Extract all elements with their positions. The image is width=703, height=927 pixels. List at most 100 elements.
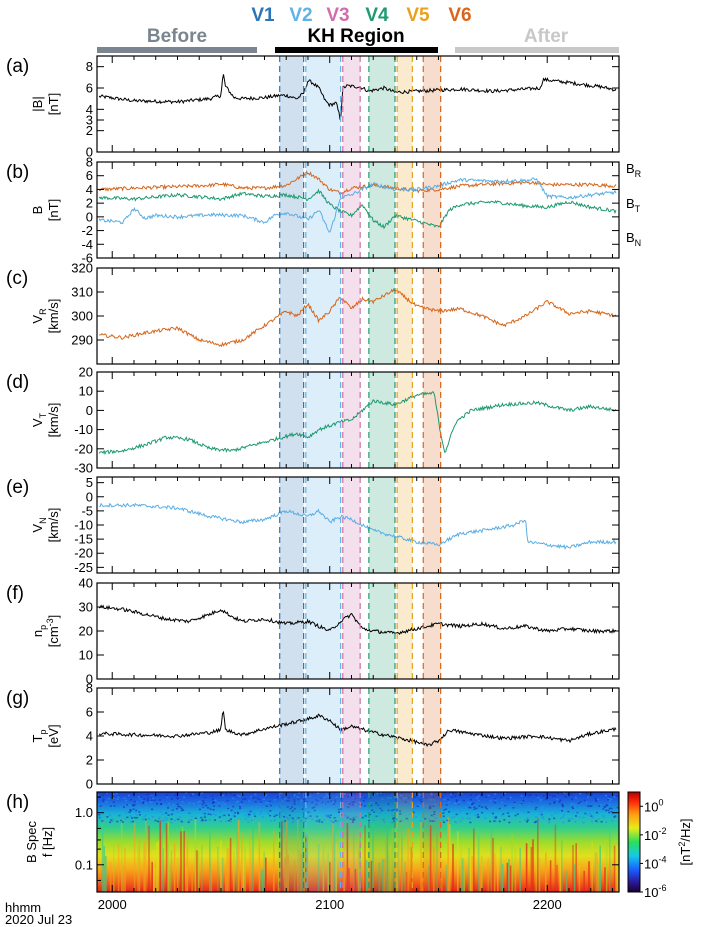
spectrogram-speckle — [347, 806, 350, 808]
spectrogram-speckle — [309, 815, 312, 817]
panel-label: (a) — [6, 56, 29, 77]
spectrogram-speckle — [115, 793, 118, 795]
spectrogram-speckle — [560, 817, 563, 819]
spectrogram-speckle — [419, 820, 422, 822]
spectrogram-speckle — [445, 803, 448, 805]
spectrogram-speckle — [334, 801, 337, 803]
spectrogram-speckle — [201, 792, 204, 794]
spectrogram-speckle — [335, 796, 338, 798]
spectrogram-speckle — [605, 794, 608, 797]
spectrogram-speckle — [213, 799, 216, 801]
spectrogram-speckle — [578, 816, 581, 818]
spectrogram-speckle — [493, 805, 496, 808]
spectrogram-speckle — [399, 820, 402, 823]
spectrogram-speckle — [286, 800, 289, 802]
spectrogram-speckle — [266, 810, 269, 812]
spectrogram-speckle — [239, 805, 242, 808]
spectrogram-speckle — [563, 792, 566, 795]
spectrogram-speckle — [203, 816, 206, 818]
spectrogram-speckle — [378, 811, 381, 813]
spectrogram-speckle — [382, 792, 385, 795]
spectrogram-speckle — [111, 795, 114, 798]
spectrogram-speckle — [399, 810, 402, 812]
spectrogram-speckle — [141, 801, 144, 803]
spectrogram-speckle — [600, 820, 603, 823]
colorbar-tick-label: 10-6 — [644, 883, 666, 900]
spectrogram-speckle — [392, 820, 395, 822]
spectrogram-speckle — [470, 803, 473, 806]
y-tick-label: 2 — [86, 123, 93, 138]
spectrogram-speckle — [430, 814, 433, 817]
spectrogram-streak — [471, 856, 473, 892]
spectrogram-speckle — [125, 812, 128, 814]
spectrogram-streak — [394, 825, 397, 892]
spectrogram-speckle — [612, 809, 615, 811]
spectrogram-streak — [348, 867, 350, 892]
spectrogram-speckle — [558, 801, 561, 803]
spectrogram-speckle — [385, 793, 388, 796]
spectrogram-speckle — [591, 815, 594, 817]
spectrogram-speckle — [304, 808, 307, 811]
spectrogram-speckle — [120, 819, 123, 822]
spectrogram-speckle — [228, 819, 231, 822]
spectrogram-speckle — [200, 816, 203, 819]
spectrogram-streak — [335, 844, 337, 892]
spectrogram-speckle — [284, 820, 287, 822]
spectrogram-streak — [605, 838, 608, 892]
spectrogram-speckle — [489, 800, 492, 802]
plot-frame — [96, 371, 620, 469]
spectrogram-speckle — [279, 804, 282, 807]
spectrogram-streak — [613, 845, 616, 892]
spectrogram-speckle — [212, 808, 215, 811]
spectrogram-speckle — [142, 802, 145, 804]
spectrogram-streak — [346, 823, 349, 892]
spectrogram-speckle — [421, 795, 424, 798]
svg-text:[km/s]: [km/s] — [46, 403, 61, 438]
spectrogram-speckle — [198, 805, 201, 807]
interval-v6-shade — [423, 268, 441, 364]
spectrogram-speckle — [468, 806, 471, 809]
spectrogram-speckle — [519, 804, 522, 806]
spectrogram-streak — [210, 871, 213, 892]
spectrogram-streak — [181, 826, 184, 892]
series-line — [99, 502, 617, 550]
spectrogram-speckle — [253, 797, 256, 799]
spectrogram-speckle — [203, 801, 206, 804]
spectrogram-streak — [124, 848, 126, 892]
spectrogram-speckle — [500, 814, 503, 817]
spectrogram-speckle — [299, 802, 302, 804]
y-tick-label: 0 — [86, 209, 93, 224]
spectrogram-speckle — [327, 796, 330, 798]
spectrogram-speckle — [325, 802, 328, 805]
spectrogram-speckle — [539, 798, 542, 801]
spectrogram-streak — [332, 820, 334, 892]
y-tick-label: 5 — [86, 475, 93, 490]
spectrogram-speckle — [326, 802, 329, 805]
y-axis-unit: f [Hz] — [40, 827, 55, 857]
spectrogram-speckle — [506, 797, 509, 800]
spectrogram-speckle — [218, 805, 221, 807]
spectrogram-speckle — [166, 796, 169, 799]
spectrogram-speckle — [242, 798, 245, 800]
spectrogram-streak — [578, 865, 581, 892]
spectrogram-speckle — [183, 796, 186, 798]
interval-v5-shade — [397, 56, 413, 152]
spectrogram-speckle — [548, 809, 551, 812]
spectrogram-speckle — [404, 801, 407, 803]
spectrogram-speckle — [230, 809, 233, 812]
y-tick-label: 0 — [86, 777, 93, 792]
spectrogram-speckle — [583, 799, 586, 802]
spectrogram-speckle — [153, 799, 156, 801]
spectrogram-streak — [428, 865, 430, 892]
spectrogram-speckle — [476, 813, 479, 816]
spectrogram-streak — [479, 866, 481, 892]
spectrogram-speckle — [237, 794, 240, 797]
spectrogram-streak — [143, 840, 145, 892]
spectrogram-streak — [490, 822, 493, 892]
spectrogram-speckle — [364, 796, 367, 799]
y-tick-label: -4 — [81, 237, 93, 252]
spectrogram-speckle — [151, 816, 154, 818]
panel-label: (e) — [6, 477, 29, 498]
spectrogram-speckle — [344, 814, 347, 816]
